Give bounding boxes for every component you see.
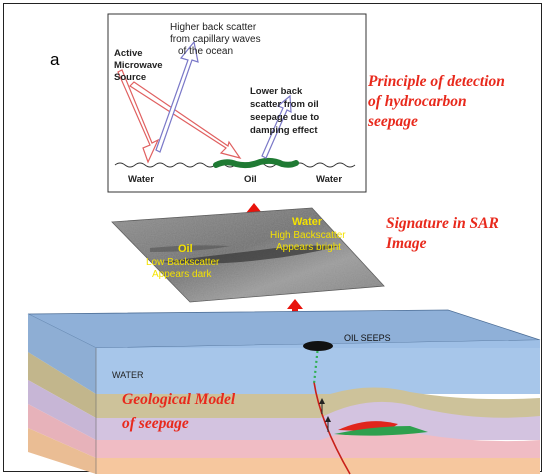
water-right-label: Water (316, 174, 342, 185)
geo-title-line: Geological Model (122, 391, 236, 408)
incident-beam-oil (129, 81, 242, 159)
higher-backscatter-line: from capillary waves (170, 34, 261, 45)
seep-path (312, 345, 320, 385)
sar-water-title: Water (292, 216, 323, 228)
sar-water-line: High Backscatter (270, 230, 346, 241)
water-layer-label: WATER (112, 370, 144, 380)
fault-line (313, 381, 351, 475)
svg-text:Principle of detection of: Principle of detection of hydrocarbon se… (367, 73, 509, 130)
panel-label: a (50, 50, 60, 69)
sar-title-line: Image (385, 235, 427, 252)
sar-oil-line: Low Backscatter (146, 257, 220, 268)
gas-reservoir (334, 426, 428, 436)
incident-beam-water (117, 69, 160, 164)
svg-text:Higher back scatter: Higher back scatter from capillary waves… (170, 22, 263, 57)
backscatter-oil-arrow (261, 94, 292, 159)
principle-title-line: of hydrocarbon (368, 93, 467, 110)
oil-seeps-label: OIL SEEPS (344, 333, 391, 343)
lower-backscatter-line: seepage due to (250, 112, 319, 123)
oil-label: Oil (244, 174, 257, 185)
svg-text:Active Microwave S: Active Microwave Source (114, 48, 165, 83)
principle-panel: Active Microwave Source Higher back scat… (107, 13, 367, 193)
sar-oil-title: Oil (178, 243, 193, 255)
oil-seep-blob (303, 341, 333, 351)
higher-backscatter-line: of the ocean (178, 46, 233, 57)
lower-backscatter-line: scatter from oil (250, 99, 319, 110)
sar-oil-line: Appears dark (152, 269, 212, 280)
principle-title-line: Principle of detection (368, 73, 505, 90)
oil-slick (213, 157, 299, 169)
svg-text:Signature in SAR Image: Signature in SAR Image (385, 215, 503, 252)
principle-title-line: seepage (367, 113, 418, 130)
active-source-line: Active (114, 48, 143, 59)
sar-image (111, 207, 385, 303)
active-source-line: Microwave (114, 60, 163, 71)
sar-water-line: Appears bright (276, 242, 341, 253)
lower-backscatter-line: Lower back (250, 86, 303, 97)
lower-backscatter-line: damping effect (250, 125, 318, 136)
svg-text:Lower back scat: Lower back scatter from oil seepage due … (250, 86, 322, 136)
backscatter-water-arrow (155, 40, 199, 153)
geo-title-line: of seepage (122, 415, 189, 432)
sar-title-line: Signature in SAR (386, 215, 499, 232)
higher-backscatter-line: Higher back scatter (170, 22, 257, 33)
svg-text:High Backscatter Appears b: High Backscatter Appears bright (270, 230, 348, 253)
svg-text:Geological Model of seepag: Geological Model of seepage (122, 391, 239, 432)
svg-text:Low Backscatter Appears da: Low Backscatter Appears dark (146, 257, 222, 280)
water-left-label: Water (128, 174, 154, 185)
geological-block (27, 309, 541, 475)
active-source-line: Source (114, 72, 146, 83)
